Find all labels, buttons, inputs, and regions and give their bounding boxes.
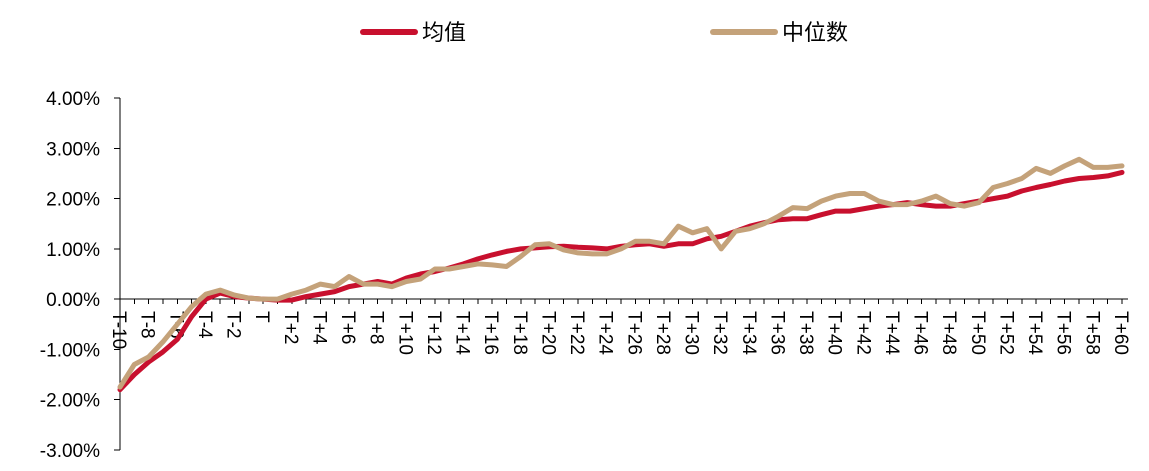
y-tick-label: -3.00% — [40, 441, 100, 462]
y-tick-label: 1.00% — [46, 240, 100, 261]
x-tick-label: T-8 — [137, 311, 158, 338]
x-tick-label: T+28 — [652, 311, 673, 355]
x-tick-label: T+6 — [337, 311, 358, 344]
x-tick-label: T+14 — [452, 311, 473, 355]
x-tick-label: T+52 — [995, 311, 1016, 355]
y-tick-label: 0.00% — [46, 290, 100, 311]
series-lines — [117, 156, 1125, 393]
x-tick-label: T+44 — [881, 311, 902, 355]
x-tick-label: T+36 — [766, 311, 787, 355]
x-tick-label: T+8 — [366, 311, 387, 344]
x-tick-label: T+22 — [566, 311, 587, 355]
x-tick-label: T+12 — [423, 311, 444, 355]
x-tick-label: T+32 — [709, 311, 730, 355]
x-tick-label: T+48 — [938, 311, 959, 355]
x-tick-label: T+60 — [1110, 311, 1131, 355]
y-tick-label: 2.00% — [46, 190, 100, 211]
x-tick-label: T — [251, 311, 272, 323]
x-tick-label: T-10 — [108, 311, 129, 349]
x-tick-label: T+16 — [480, 311, 501, 355]
chart-legend: 均值 中位数 — [360, 21, 848, 46]
y-tick-label: 3.00% — [46, 139, 100, 160]
x-tick-label: T+34 — [738, 311, 759, 355]
x-tick-label: T+20 — [537, 311, 558, 355]
x-tick-label: T+24 — [595, 311, 616, 355]
x-axis: T-10 T-8 T-6 T-4 T-2 T T+2 T+4 T+6 T+8 T+10 T+12 T+1… — [108, 298, 1131, 355]
x-tick-label: T+26 — [623, 311, 644, 355]
series-line-median — [117, 156, 1125, 390]
x-tick-label: T+46 — [910, 311, 931, 355]
x-tick-label: T+10 — [394, 311, 415, 355]
x-tick-label: T+54 — [1024, 311, 1045, 355]
x-tick-label: T+18 — [509, 311, 530, 355]
legend-label-median: 中位数 — [782, 21, 848, 46]
x-tick-label: T-4 — [194, 311, 215, 339]
legend-label-mean: 均值 — [422, 21, 466, 46]
x-tick-label: T+42 — [852, 311, 873, 355]
x-tick-label: T+38 — [795, 311, 816, 355]
x-tick-label: T+30 — [681, 311, 702, 355]
y-tick-label: -1.00% — [40, 340, 100, 361]
x-tick-label: T+4 — [308, 311, 329, 345]
x-tick-label: T+40 — [824, 311, 845, 355]
x-tick-label: T-2 — [223, 311, 244, 338]
y-tick-label: 4.00% — [46, 89, 100, 110]
x-tick-label: T+2 — [280, 311, 301, 344]
y-axis: -3.00% -2.00% -1.00% 0.00% 1.00% 2.00% 3.00% 4.… — [40, 89, 121, 462]
x-tick-label: T+58 — [1081, 311, 1102, 355]
x-tick-label: T+56 — [1053, 311, 1074, 355]
x-tick-label: T+50 — [967, 311, 988, 355]
y-tick-label: -2.00% — [40, 391, 100, 412]
